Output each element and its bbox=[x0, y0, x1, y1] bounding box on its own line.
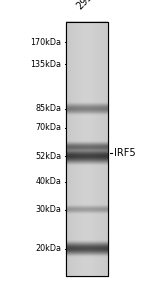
Text: IRF5: IRF5 bbox=[114, 148, 136, 158]
Text: 70kDa: 70kDa bbox=[36, 123, 62, 132]
Text: 170kDa: 170kDa bbox=[30, 37, 62, 46]
Text: 20kDa: 20kDa bbox=[36, 244, 62, 253]
Bar bbox=[66, 22, 108, 276]
Text: 30kDa: 30kDa bbox=[36, 205, 62, 214]
Text: 85kDa: 85kDa bbox=[36, 105, 62, 113]
Text: 40kDa: 40kDa bbox=[36, 177, 62, 186]
Text: 135kDa: 135kDa bbox=[30, 60, 62, 69]
Bar bbox=[66, 22, 108, 276]
Text: 293T: 293T bbox=[74, 0, 98, 12]
Text: 52kDa: 52kDa bbox=[35, 152, 62, 161]
